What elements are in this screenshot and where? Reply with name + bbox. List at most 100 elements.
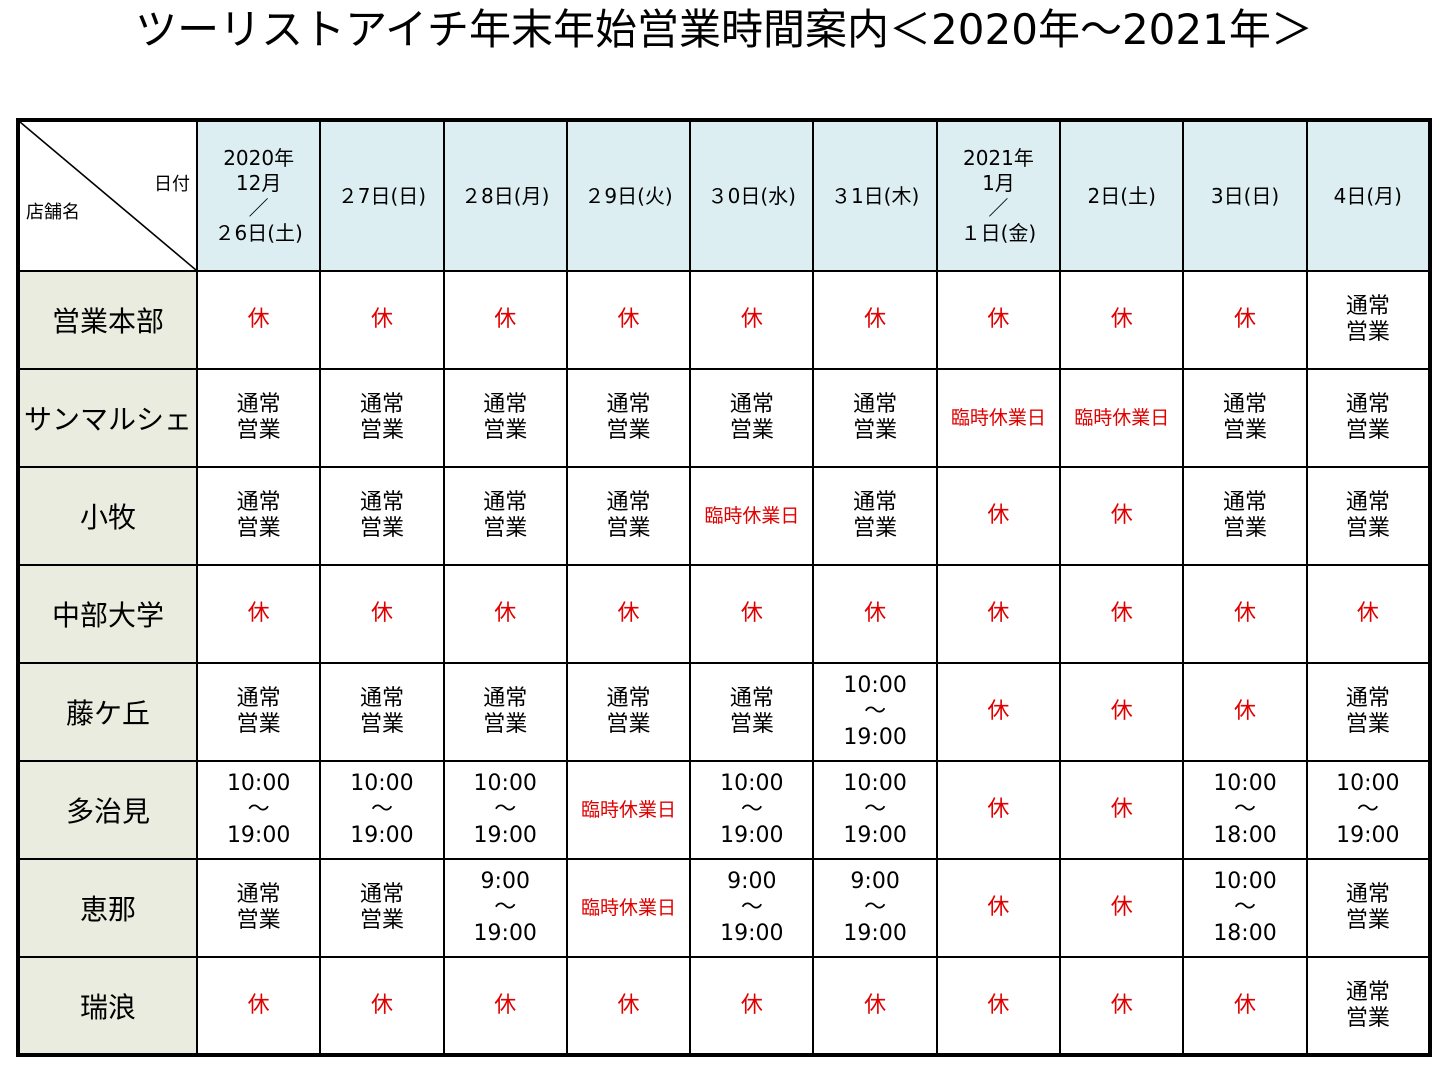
date-header: ３1日(木) — [812, 119, 938, 272]
schedule-cell: 10:00 ～ 19:00 — [1305, 760, 1432, 860]
schedule-cell: 休 — [319, 956, 445, 1056]
schedule-cell: 休 — [1059, 956, 1185, 1056]
schedule-cell: 通常 営業 — [1182, 466, 1308, 566]
store-row: 藤ケ丘 通常 営業 通常 営業 通常 営業 通常 営業 通常 営業 10:00 ～ 19:0… — [17, 662, 1432, 762]
schedule-cell: 休 — [935, 858, 1062, 958]
schedule-cell: 通常 営業 — [1305, 466, 1432, 566]
schedule-cell: 休 — [1059, 270, 1185, 370]
page-title: ツーリストアイチ年末年始営業時間案内＜2020年～2021年＞ — [135, 5, 1313, 54]
store-name: 多治見 — [17, 760, 198, 860]
store-name: サンマルシェ — [17, 368, 198, 468]
schedule-cell: 10:00 ～ 18:00 — [1182, 858, 1308, 958]
schedule-cell: 休 — [812, 270, 938, 370]
schedule-cell: 休 — [1059, 858, 1185, 958]
schedule-cell: 通常 営業 — [195, 662, 322, 762]
schedule-cell: 通常 営業 — [565, 466, 692, 566]
schedule-cell: 通常 営業 — [319, 368, 445, 468]
schedule-cell: 休 — [689, 270, 815, 370]
store-row: 小牧 通常 営業 通常 営業 通常 営業 通常 営業 臨時休業日 通常 営業休休通常 営業通… — [17, 466, 1432, 566]
schedule-cell: 通常 営業 — [1305, 368, 1432, 468]
store-row: 中部大学休休休休休休休休休休 — [17, 564, 1432, 664]
schedule-cell: 休 — [1059, 760, 1185, 860]
store-row: 瑞浪休休休休休休休休休通常 営業 — [17, 956, 1432, 1056]
schedule-cell: 10:00 ～ 19:00 — [812, 760, 938, 860]
schedule-cell: 休 — [195, 270, 322, 370]
schedule-cell: 休 — [319, 270, 445, 370]
store-axis-label: 店舗名 — [26, 202, 80, 223]
schedule-cell: 休 — [1059, 662, 1185, 762]
schedule-cell: 臨時休業日 — [565, 760, 692, 860]
schedule-cell: 通常 営業 — [812, 466, 938, 566]
schedule-cell: 臨時休業日 — [935, 368, 1062, 468]
schedule-table: 日付 店舗名 2020年 12月 ／ ２6日(土) ２7日(日) ２8日(月) … — [16, 118, 1432, 1057]
schedule-cell: 10:00 ～ 19:00 — [812, 662, 938, 762]
schedule-cell: 臨時休業日 — [1059, 368, 1185, 468]
schedule-cell: 休 — [319, 564, 445, 664]
date-header: ３0日(水) — [689, 119, 815, 272]
schedule-cell: 通常 営業 — [812, 368, 938, 468]
date-header: 3日(日) — [1182, 119, 1308, 272]
schedule-cell: 通常 営業 — [1305, 270, 1432, 370]
date-axis-label: 日付 — [154, 174, 190, 195]
schedule-cell: 10:00 ～ 19:00 — [442, 760, 568, 860]
schedule-cell: 休 — [1059, 564, 1185, 664]
schedule-cell: 通常 営業 — [319, 858, 445, 958]
schedule-cell: 通常 営業 — [319, 466, 445, 566]
schedule-cell: 通常 営業 — [689, 368, 815, 468]
date-header: ２8日(月) — [442, 119, 568, 272]
schedule-cell: 休 — [1305, 564, 1432, 664]
schedule-cell: 休 — [442, 564, 568, 664]
schedule-cell: 通常 営業 — [195, 368, 322, 468]
schedule-cell: 通常 営業 — [689, 662, 815, 762]
schedule-cell: 9:00 ～ 19:00 — [812, 858, 938, 958]
store-name: 営業本部 — [17, 270, 198, 370]
schedule-cell: 通常 営業 — [442, 466, 568, 566]
date-header: 2020年 12月 ／ ２6日(土) — [195, 119, 322, 272]
store-name: 藤ケ丘 — [17, 662, 198, 762]
schedule-cell: 休 — [812, 956, 938, 1056]
date-header: 2021年 1月 ／ １日(金) — [935, 119, 1062, 272]
schedule-cell: 休 — [195, 564, 322, 664]
schedule-cell: 通常 営業 — [195, 466, 322, 566]
corner-cell: 日付 店舗名 — [17, 119, 198, 272]
schedule-cell: 休 — [935, 956, 1062, 1056]
date-header: 4日(月) — [1305, 119, 1432, 272]
schedule-cell: 休 — [689, 956, 815, 1056]
schedule-cell: 休 — [442, 956, 568, 1056]
schedule-cell: 臨時休業日 — [565, 858, 692, 958]
schedule-cell: 休 — [935, 270, 1062, 370]
schedule-cell: 通常 営業 — [442, 662, 568, 762]
store-name: 恵那 — [17, 858, 198, 958]
schedule-cell: 休 — [812, 564, 938, 664]
schedule-cell: 休 — [442, 270, 568, 370]
store-row: 営業本部休休休休休休休休休通常 営業 — [17, 270, 1432, 370]
date-header: 2日(土) — [1059, 119, 1185, 272]
store-name: 瑞浪 — [17, 956, 198, 1056]
schedule-cell: 通常 営業 — [195, 858, 322, 958]
schedule-cell: 休 — [565, 956, 692, 1056]
schedule-cell: 10:00 ～ 19:00 — [319, 760, 445, 860]
store-name: 小牧 — [17, 466, 198, 566]
schedule-cell: 休 — [935, 760, 1062, 860]
store-row: 多治見 10:00 ～ 19:00 10:00 ～ 19:00 10:00 ～ 19:… — [17, 760, 1432, 860]
schedule-cell: 通常 営業 — [1305, 858, 1432, 958]
date-header: ２9日(火) — [565, 119, 692, 272]
schedule-cell: 休 — [565, 564, 692, 664]
schedule-cell: 休 — [935, 466, 1062, 566]
schedule-cell: 10:00 ～ 19:00 — [689, 760, 815, 860]
schedule-cell: 休 — [935, 564, 1062, 664]
schedule-cell: 9:00 ～ 19:00 — [689, 858, 815, 958]
date-header: ２7日(日) — [319, 119, 445, 272]
schedule-cell: 休 — [1182, 662, 1308, 762]
schedule-cell: 休 — [935, 662, 1062, 762]
schedule-cell: 休 — [1182, 956, 1308, 1056]
schedule-cell: 9:00 ～ 19:00 — [442, 858, 568, 958]
schedule-cell: 10:00 ～ 19:00 — [195, 760, 322, 860]
schedule-cell: 通常 営業 — [565, 368, 692, 468]
schedule-cell: 休 — [565, 270, 692, 370]
schedule-cell: 通常 営業 — [565, 662, 692, 762]
schedule-cell: 休 — [689, 564, 815, 664]
header-row: 日付 店舗名 2020年 12月 ／ ２6日(土) ２7日(日) ２8日(月) … — [17, 119, 1432, 272]
schedule-cell: 通常 営業 — [1305, 662, 1432, 762]
schedule-cell: 通常 営業 — [442, 368, 568, 468]
